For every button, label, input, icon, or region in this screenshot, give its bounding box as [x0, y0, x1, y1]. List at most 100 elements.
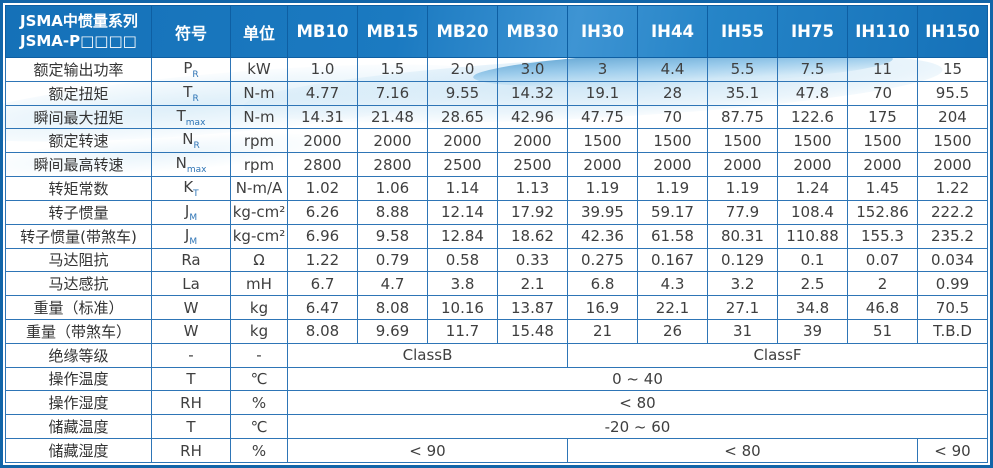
value-cell: 1500	[567, 128, 638, 154]
value-cell: 1500	[637, 128, 708, 154]
symbol-cell: T	[151, 366, 231, 392]
value-cell: 6.26	[287, 199, 358, 225]
symbol-subscript: M	[189, 236, 198, 247]
model-column-header: IH30	[567, 5, 638, 58]
unit-cell: %	[230, 438, 288, 463]
value-cell: 8.88	[357, 199, 428, 225]
merged-value-cell: < 90	[287, 438, 568, 463]
symbol-base: T	[183, 82, 193, 101]
unit-cell: rpm	[230, 128, 288, 154]
value-cell: 8.08	[287, 318, 358, 344]
value-cell: 0.034	[917, 247, 988, 273]
spec-row: 马达感抗 La mH 6.7 4.7 3.8 2.1 6.8 4.3 3.2 2.5 2 0.99	[5, 271, 988, 297]
symbol-cell: TR	[151, 80, 231, 106]
unit-cell: kg-cm²	[230, 223, 288, 249]
row-label: 转子惯量	[5, 199, 152, 225]
symbol-base: W	[183, 322, 199, 341]
row-label: 重量（带煞车）	[5, 318, 152, 344]
value-cell: 3.2	[707, 271, 778, 297]
value-cell: 0.167	[637, 247, 708, 273]
value-cell: 26	[637, 318, 708, 344]
value-cell: 19.1	[567, 80, 638, 106]
spec-row: 储藏湿度 RH% < 90 < 80 < 90	[5, 438, 988, 463]
spec-row: 瞬间最大扭矩 Tmax N-m 14.31 21.48 28.65 42.96 47.75 70…	[5, 104, 988, 130]
value-cell: 42.36	[567, 223, 638, 249]
value-cell: 6.7	[287, 271, 358, 297]
value-cell: 1.19	[637, 176, 708, 201]
row-label: 转矩常数	[5, 176, 152, 201]
value-cell: 61.58	[637, 223, 708, 249]
value-cell: 42.96	[497, 104, 568, 130]
spec-row: 操作湿度 RH% < 80	[5, 390, 988, 416]
unit-cell: kg	[230, 318, 288, 344]
value-cell: 34.8	[777, 295, 848, 320]
value-cell: 5.5	[707, 57, 778, 82]
symbol-cell: Nmax	[151, 152, 231, 178]
value-cell: 0.79	[357, 247, 428, 273]
value-cell: 12.84	[427, 223, 498, 249]
model-column-header: MB20	[427, 5, 498, 58]
spec-row: 马达阻抗 Ra Ω 1.22 0.79 0.58 0.33 0.275 0.167 0.129 0.…	[5, 247, 988, 273]
value-cell: 10.16	[427, 295, 498, 320]
row-label: 瞬间最高转速	[5, 152, 152, 178]
unit-cell: -	[230, 342, 288, 368]
unit-cell: %	[230, 390, 288, 416]
value-cell: 16.9	[567, 295, 638, 320]
symbol-base: J	[184, 201, 190, 220]
value-cell: 2000	[567, 152, 638, 178]
merged-value-cell: < 80	[287, 390, 988, 416]
value-cell: 2.1	[497, 271, 568, 297]
symbol-base: J	[184, 225, 190, 244]
value-cell: 2.0	[427, 57, 498, 82]
value-cell: 152.86	[847, 199, 918, 225]
value-cell: 1500	[707, 128, 778, 154]
value-cell: 1.22	[917, 176, 988, 201]
symbol-base: N	[182, 130, 194, 149]
value-cell: 1.19	[707, 176, 778, 201]
symbol-subscript: max	[185, 117, 206, 128]
value-cell: 11	[847, 57, 918, 82]
row-label: 操作湿度	[5, 390, 152, 416]
value-cell: 4.3	[637, 271, 708, 297]
value-cell: 2000	[497, 128, 568, 154]
symbol-cell: Ra	[151, 247, 231, 273]
symbol-column-header: 符号	[151, 5, 231, 58]
value-cell: 1.0	[287, 57, 358, 82]
spec-row: 储藏温度 T ℃ -20 ~ 60	[5, 414, 988, 439]
value-cell: 70.5	[917, 295, 988, 320]
value-cell: 1.19	[567, 176, 638, 201]
value-cell: 3	[567, 57, 638, 82]
value-cell: 87.75	[707, 104, 778, 130]
value-cell: 80.31	[707, 223, 778, 249]
value-cell: 9.55	[427, 80, 498, 106]
symbol-base: T	[186, 417, 196, 436]
value-cell: 175	[847, 104, 918, 130]
value-cell: 70	[847, 80, 918, 106]
value-cell: 0.1	[777, 247, 848, 273]
value-cell: 51	[847, 318, 918, 344]
value-cell: 1.5	[357, 57, 428, 82]
row-label: 瞬间最大扭矩	[5, 104, 152, 130]
symbol-base: Ra	[181, 250, 201, 269]
value-cell: 17.92	[497, 199, 568, 225]
row-label: 额定转速	[5, 128, 152, 154]
unit-cell: ℃	[230, 414, 288, 439]
value-cell: 1.02	[287, 176, 358, 201]
symbol-cell: -	[151, 342, 231, 368]
value-cell: 18.62	[497, 223, 568, 249]
value-cell: 28	[637, 80, 708, 106]
value-cell: 70	[637, 104, 708, 130]
value-cell: 2000	[427, 128, 498, 154]
value-cell: 2000	[707, 152, 778, 178]
symbol-cell: Tmax	[151, 104, 231, 130]
spec-row: 转子惯量(带煞车) JM kg-cm² 6.96 9.58 12.84 18.62 42.36…	[5, 223, 988, 249]
symbol-cell: RH	[151, 438, 231, 463]
value-cell: 2.5	[777, 271, 848, 297]
symbol-base: P	[183, 58, 193, 77]
model-column-header: IH110	[847, 5, 918, 58]
merged-value-cell: ClassB	[287, 342, 568, 368]
spec-row: 额定输出功率 PR kW 1.0 1.5 2.0 3.0 3 4.4 5.5 7.5 11 15	[5, 57, 988, 82]
value-cell: 4.7	[357, 271, 428, 297]
value-cell: 4.4	[637, 57, 708, 82]
model-column-header: MB30	[497, 5, 568, 58]
